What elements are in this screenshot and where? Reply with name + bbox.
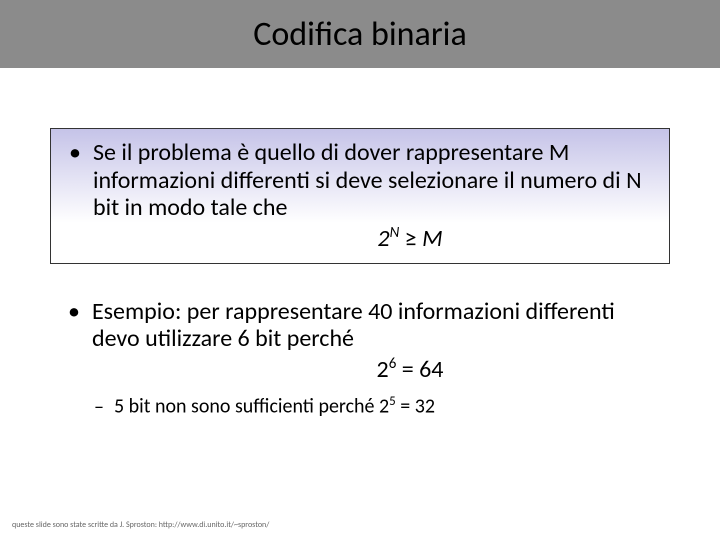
bullet-2: • Esempio: per rappresentare 40 informaz…: [68, 298, 652, 353]
formula2-base: 2: [377, 355, 389, 384]
slide-title: Codifica binaria: [253, 14, 467, 55]
sub-bullet-text: 5 bit non sono sufficienti perché 25 = 3…: [114, 394, 435, 419]
formula-op: ≥: [405, 224, 417, 253]
bullet-marker: •: [69, 139, 81, 168]
footer-credit: queste slide sono state scritte da J. Sp…: [12, 520, 269, 530]
bullet-1-text: Se il problema è quello di dover rappres…: [93, 139, 651, 222]
formula-2: 26 = 64: [168, 355, 652, 384]
sub-exp: 5: [389, 394, 396, 409]
formula-base: 2: [377, 224, 389, 253]
sub-pre: 5 bit non sono sufficienti perché 2: [114, 395, 389, 419]
slide-content: • Se il problema è quello di dover rappr…: [0, 68, 720, 420]
highlight-box: • Se il problema è quello di dover rappr…: [50, 128, 670, 264]
title-bar: Codifica binaria: [0, 0, 720, 68]
bullet-2-text: Esempio: per rappresentare 40 informazio…: [92, 298, 652, 353]
bullet-2-block: • Esempio: per rappresentare 40 informaz…: [50, 298, 670, 420]
sub-bullet: – 5 bit non sono sufficienti perché 25 =…: [94, 394, 652, 420]
formula2-eq: = 64: [396, 355, 443, 384]
dash-marker: –: [94, 394, 104, 420]
formula-rhs: M: [422, 224, 443, 253]
bullet-1: • Se il problema è quello di dover rappr…: [69, 139, 651, 222]
sub-post: = 32: [396, 395, 435, 419]
formula-1: 2N ≥ M: [169, 224, 651, 253]
formula-exp: N: [390, 224, 400, 242]
bullet-marker: •: [68, 298, 80, 327]
